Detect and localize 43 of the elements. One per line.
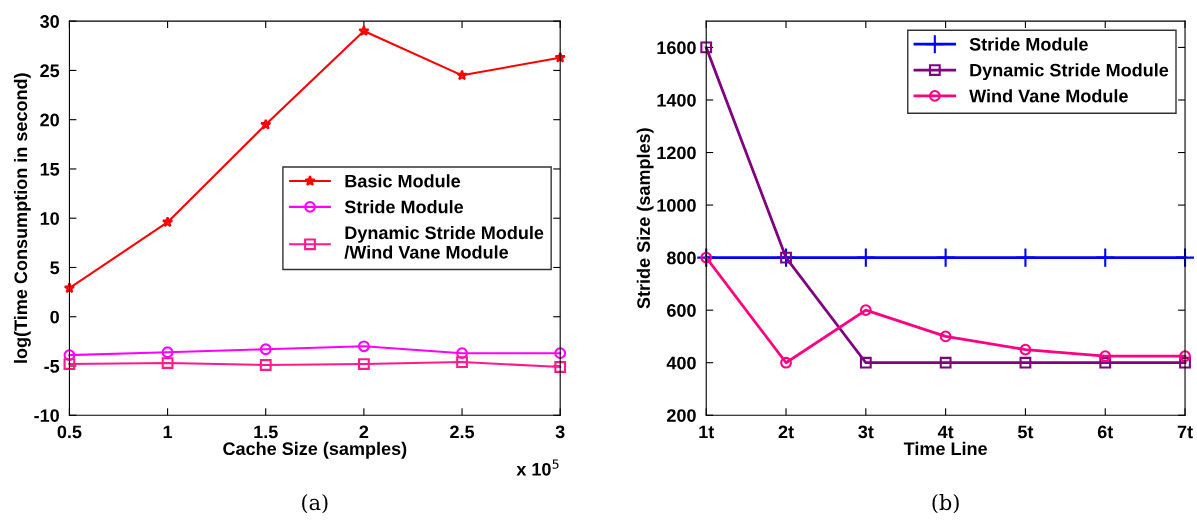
x-tick-label: 3 — [555, 425, 565, 439]
x-tick-label: 2 — [359, 425, 369, 439]
x-tick-label: 0.5 — [57, 425, 82, 439]
x-tick-label: 4t — [937, 425, 954, 439]
legend-label: Stride Module — [969, 37, 1088, 51]
y-tick-label: 15 — [40, 163, 60, 176]
x-tick-label: 1.5 — [254, 425, 278, 439]
text: (b) — [932, 494, 959, 514]
x-tick-label: 5t — [1017, 425, 1034, 439]
text: (a) — [302, 494, 328, 514]
x-tick-label: 6t — [1097, 425, 1114, 439]
x-tick-label: 1 — [163, 425, 173, 439]
y-tick-label: -5 — [44, 360, 60, 373]
x-tick-label: 1t — [699, 425, 715, 439]
legend-label: Stride Module — [344, 200, 464, 214]
y-tick-label: 1200 — [657, 146, 696, 160]
y-tick-label: 10 — [40, 212, 59, 225]
y-axis-title: Stride Size (samples) — [636, 128, 654, 309]
y-tick-label: 20 — [40, 113, 59, 127]
x-tick-label: 2.5 — [450, 425, 475, 439]
y-tick-label: 0 — [50, 310, 59, 324]
legend-label: Dynamic Stride Module — [970, 63, 1169, 81]
legend-label: Basic Module — [345, 174, 461, 188]
y-tick-label: 1000 — [657, 199, 696, 212]
y-tick-label: -10 — [34, 409, 59, 422]
y-tick-label: 1600 — [657, 41, 696, 55]
legend-label: Dynamic Stride Module /Wind Vane Module — [344, 225, 544, 259]
y-tick-label: 1400 — [657, 93, 696, 107]
x-tick-label: 3t — [858, 425, 874, 439]
text: x 10$^{5}$ — [516, 459, 559, 476]
y-tick-label: 600 — [667, 304, 696, 317]
y-axis-title: log(Time Consumption in second) — [13, 73, 31, 363]
y-tick-label: 5 — [50, 261, 60, 275]
y-tick-label: 25 — [40, 64, 60, 78]
y-tick-label: 400 — [666, 356, 696, 370]
x-axis-title: Time Line — [903, 441, 987, 456]
y-tick-label: 30 — [40, 15, 59, 28]
y-tick-label: 200 — [667, 409, 696, 422]
y-tick-label: 800 — [666, 251, 696, 265]
legend-label: Wind Vane Module — [969, 89, 1128, 103]
x-axis-title: Cache Size (samples) — [223, 441, 407, 459]
x-tick-label: 7t — [1177, 425, 1193, 439]
x-tick-label: 2t — [778, 425, 794, 439]
